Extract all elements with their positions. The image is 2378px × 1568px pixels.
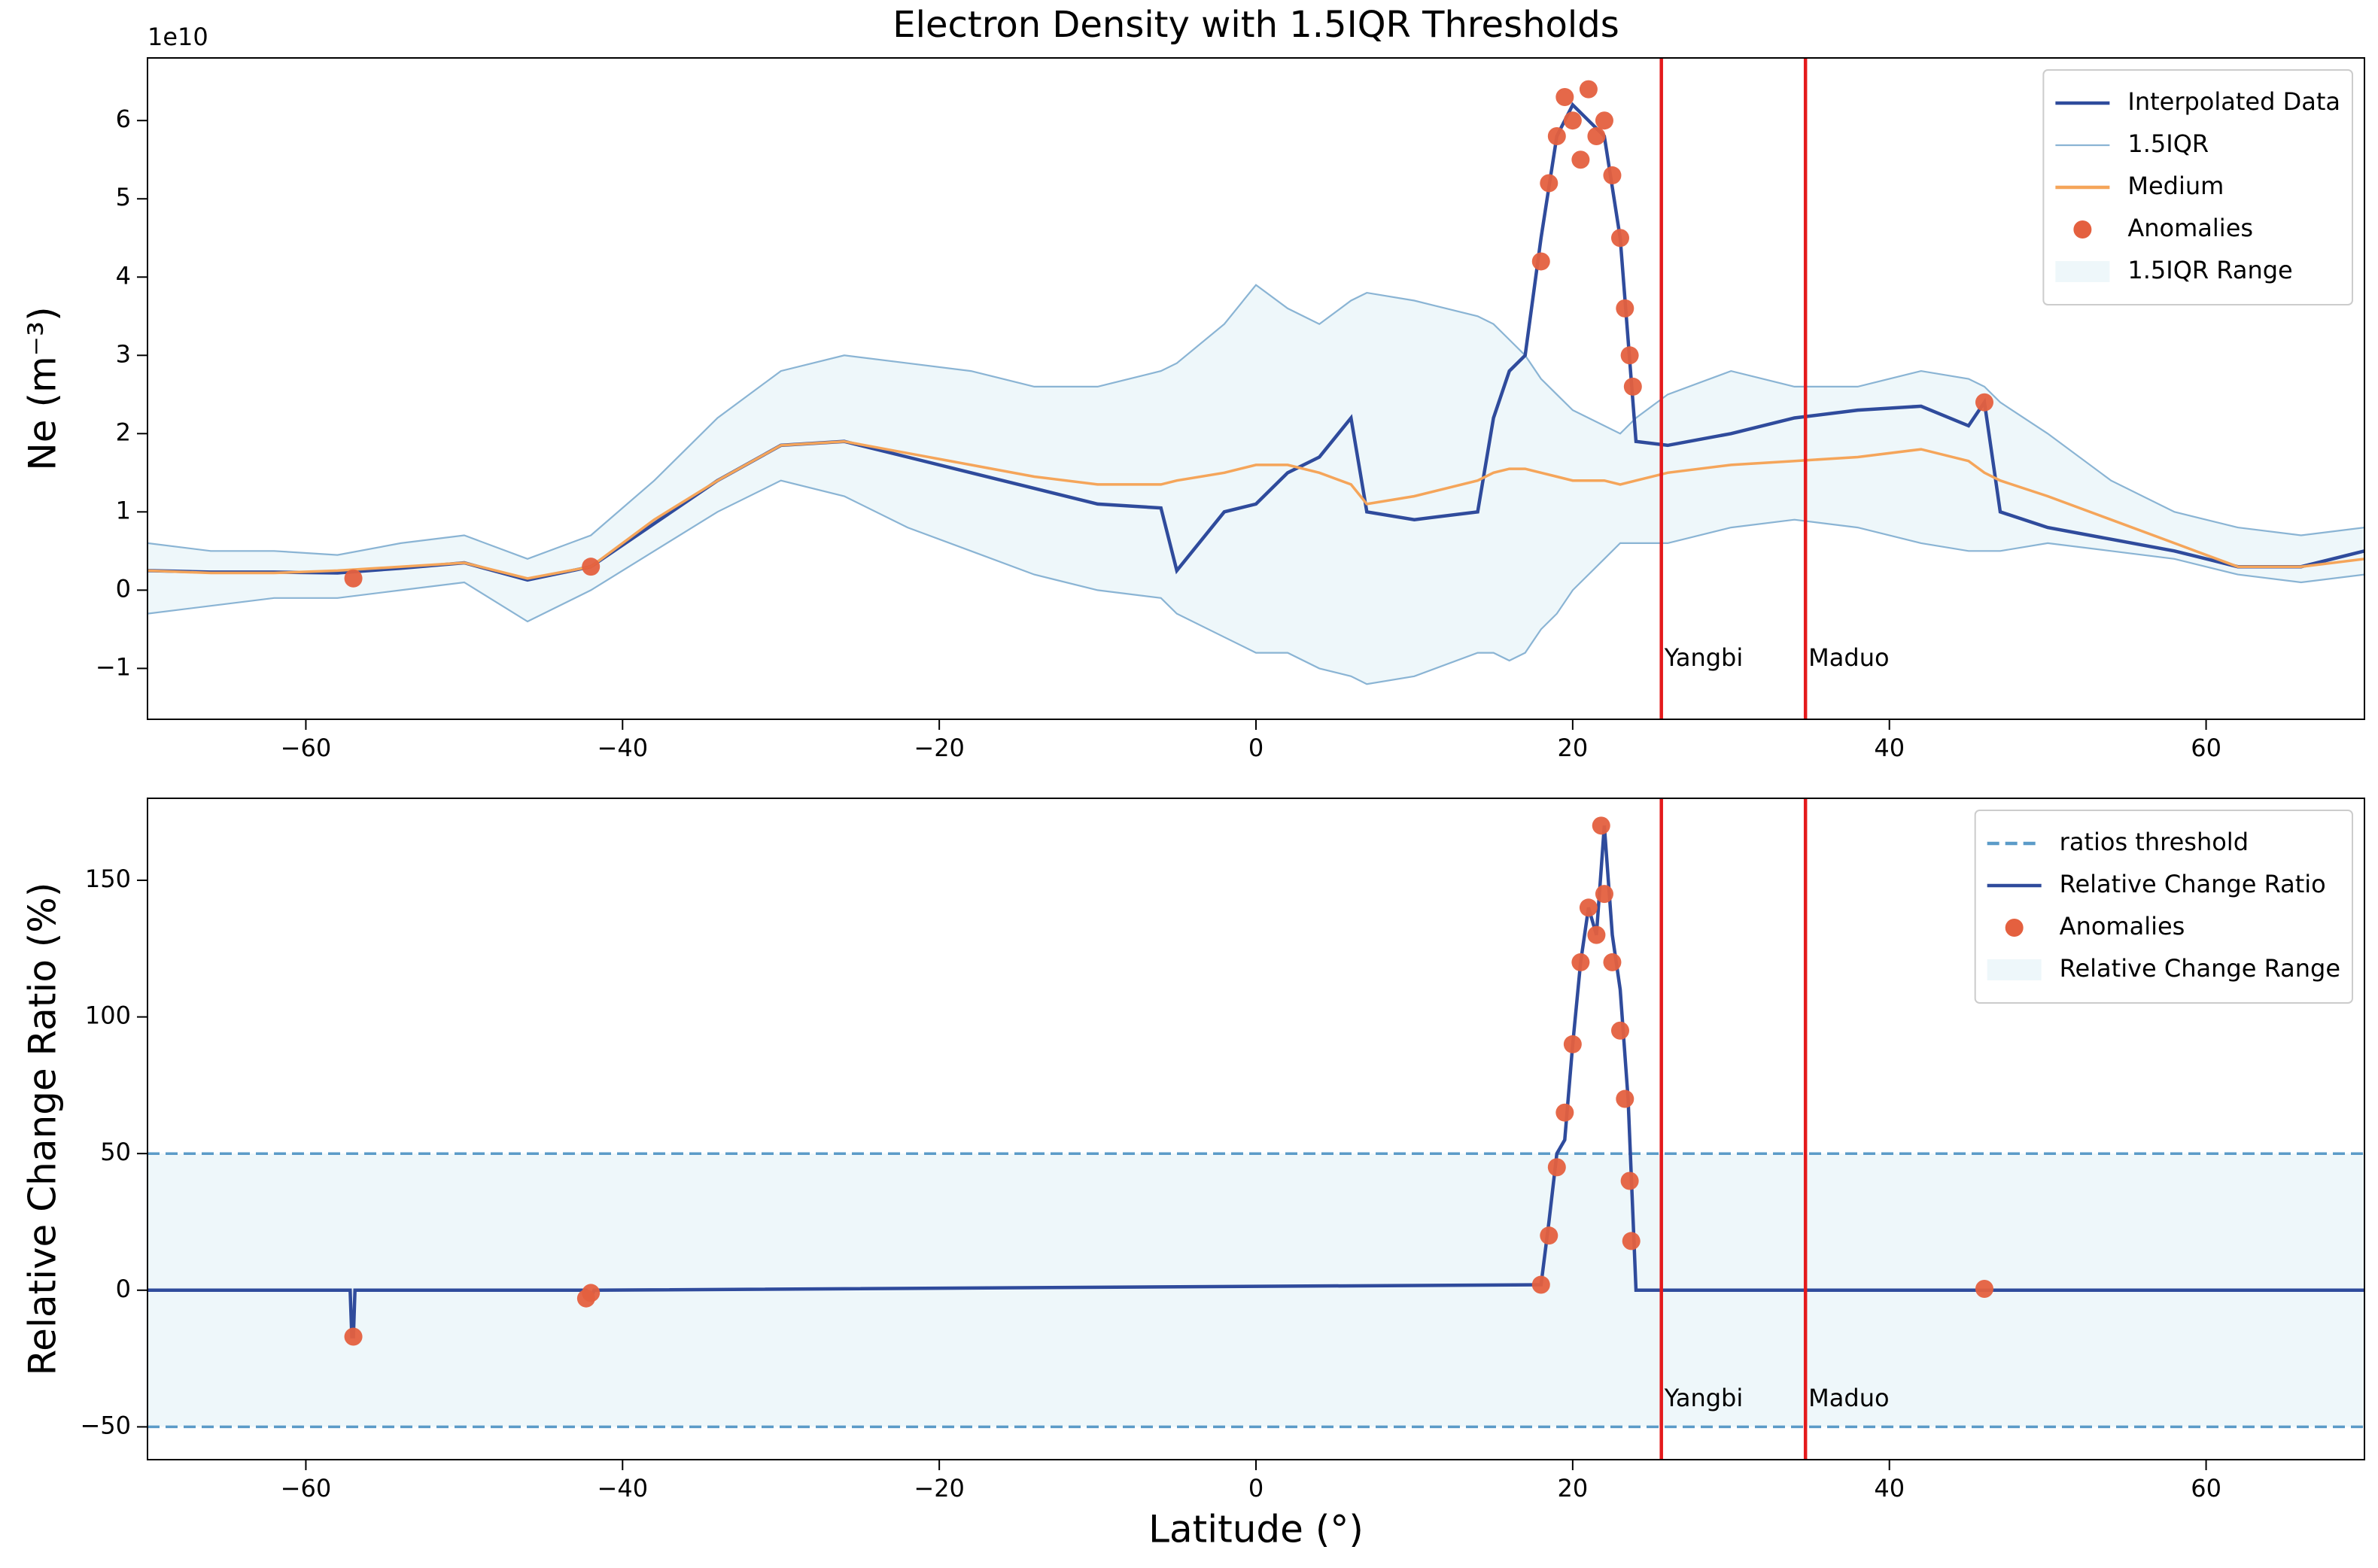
legend-label: Anomalies — [2127, 214, 2253, 242]
plot-area — [147, 816, 2364, 1429]
anomaly-point — [1531, 252, 1550, 271]
anomaly-point — [1571, 150, 1590, 169]
legend-label: ratios threshold — [2060, 828, 2249, 856]
anomaly-point — [1547, 1158, 1566, 1177]
y-tick-label: 5 — [116, 183, 131, 211]
anomaly-point — [1623, 377, 1642, 396]
y-tick-label: −50 — [80, 1411, 131, 1439]
y-tick-label: 0 — [116, 574, 131, 603]
y-tick-label: −1 — [96, 652, 131, 681]
anomaly-point — [1975, 1279, 1993, 1298]
x-tick-label: 40 — [1874, 1474, 1905, 1503]
x-tick-label: −60 — [281, 1474, 332, 1503]
anomaly-point — [1620, 1171, 1639, 1190]
anomaly-point — [1616, 299, 1634, 318]
y-axis-label: Ne (m⁻³) — [21, 306, 65, 470]
anomaly-point — [582, 1284, 601, 1302]
x-tick-label: 60 — [2191, 734, 2221, 762]
anomaly-point — [1563, 111, 1582, 130]
data-line — [147, 102, 2364, 582]
legend-marker — [1987, 959, 2042, 980]
x-tick-label: −40 — [598, 1474, 649, 1503]
legend-marker — [2005, 919, 2024, 937]
y-axis-label: Relative Change Ratio (%) — [21, 883, 65, 1376]
anomaly-point — [1540, 1226, 1558, 1245]
anomaly-point — [1610, 229, 1629, 248]
event-label: Maduo — [1808, 1384, 1889, 1412]
anomaly-point — [1616, 1089, 1634, 1108]
anomaly-point — [1540, 174, 1558, 193]
y-tick-label: 6 — [116, 105, 131, 133]
anomaly-point — [1555, 1103, 1574, 1122]
anomaly-point — [1610, 1021, 1629, 1040]
anomaly-point — [1571, 953, 1590, 971]
x-tick-label: −60 — [281, 734, 332, 762]
chart-title: Electron Density with 1.5IQR Thresholds — [893, 4, 1619, 46]
data-line — [147, 439, 2364, 580]
y-offset-label: 1e10 — [147, 23, 208, 51]
x-tick-label: 0 — [1248, 1474, 1264, 1503]
anomaly-point — [1587, 925, 1606, 944]
anomaly-point — [1579, 80, 1598, 99]
iqr-bound — [147, 479, 2364, 685]
event-label: Yangbi — [1664, 1384, 1744, 1412]
axes: Yangbi Maduo −60 −40 −20 0 20 40 60 −1 0 1 2 3 4 5 6 1e10… — [21, 4, 2365, 762]
legend: ratios threshold Relative Change Ratio Ano… — [1974, 810, 2353, 1004]
y-tick-label: 4 — [116, 261, 131, 290]
anomaly-point — [1595, 885, 1613, 904]
iqr-bound — [147, 284, 2364, 560]
anomaly-point — [344, 569, 363, 588]
anomaly-point — [1620, 346, 1639, 365]
x-tick-label: 60 — [2191, 1474, 2221, 1503]
anomaly-point — [1547, 127, 1566, 146]
range-band — [147, 284, 2364, 685]
plot-area — [147, 80, 2364, 685]
legend: Interpolated Data 1.5IQR Medium Anomalies 1.… — [2042, 69, 2353, 305]
anomaly-point — [344, 1327, 363, 1346]
legend-marker — [2073, 220, 2092, 239]
anomaly-point — [1592, 816, 1610, 835]
x-tick-label: −40 — [598, 734, 649, 762]
x-axis-label: Latitude (°) — [1148, 1508, 1364, 1551]
legend-label: Anomalies — [2060, 912, 2185, 940]
legend-label: Relative Change Ratio — [2060, 870, 2326, 898]
legend-marker — [2055, 261, 2110, 282]
legend-frame — [2042, 69, 2353, 305]
anomaly-point — [582, 558, 601, 576]
legend-label: Relative Change Range — [2060, 954, 2340, 983]
event-label: Yangbi — [1664, 643, 1744, 672]
y-tick-label: 50 — [100, 1138, 131, 1166]
y-tick-label: 3 — [116, 339, 131, 368]
anomaly-point — [1975, 393, 1993, 412]
legend-label: 1.5IQR Range — [2127, 256, 2292, 284]
anomaly-point — [1595, 111, 1613, 130]
x-tick-label: −20 — [914, 1474, 965, 1503]
anomaly-point — [1531, 1275, 1550, 1294]
event-label: Maduo — [1808, 643, 1889, 672]
anomaly-point — [1587, 127, 1606, 146]
anomaly-point — [1579, 898, 1598, 917]
y-tick-label: 100 — [85, 1001, 131, 1030]
legend-label: 1.5IQR — [2127, 129, 2209, 158]
x-tick-label: −20 — [914, 734, 965, 762]
x-tick-label: 20 — [1557, 1474, 1588, 1503]
y-tick-label: 150 — [85, 865, 131, 893]
legend-label: Medium — [2127, 172, 2224, 200]
legend-frame — [1974, 810, 2353, 1004]
x-tick-label: 0 — [1248, 734, 1264, 762]
anomaly-point — [1563, 1035, 1582, 1053]
anomaly-point — [1603, 953, 1622, 971]
axes: Yangbi Maduo −60 −40 −20 0 20 40 60 −50 0 50 100 150 R… — [21, 798, 2365, 1551]
y-tick-label: 1 — [116, 496, 131, 524]
anomaly-point — [1603, 166, 1622, 185]
y-tick-label: 0 — [116, 1275, 131, 1303]
anomaly-point — [1622, 1232, 1641, 1250]
x-tick-label: 40 — [1874, 734, 1905, 762]
legend-label: Interpolated Data — [2127, 87, 2340, 116]
anomaly-point — [1555, 88, 1574, 107]
y-tick-label: 2 — [116, 418, 131, 446]
x-tick-label: 20 — [1557, 734, 1588, 762]
